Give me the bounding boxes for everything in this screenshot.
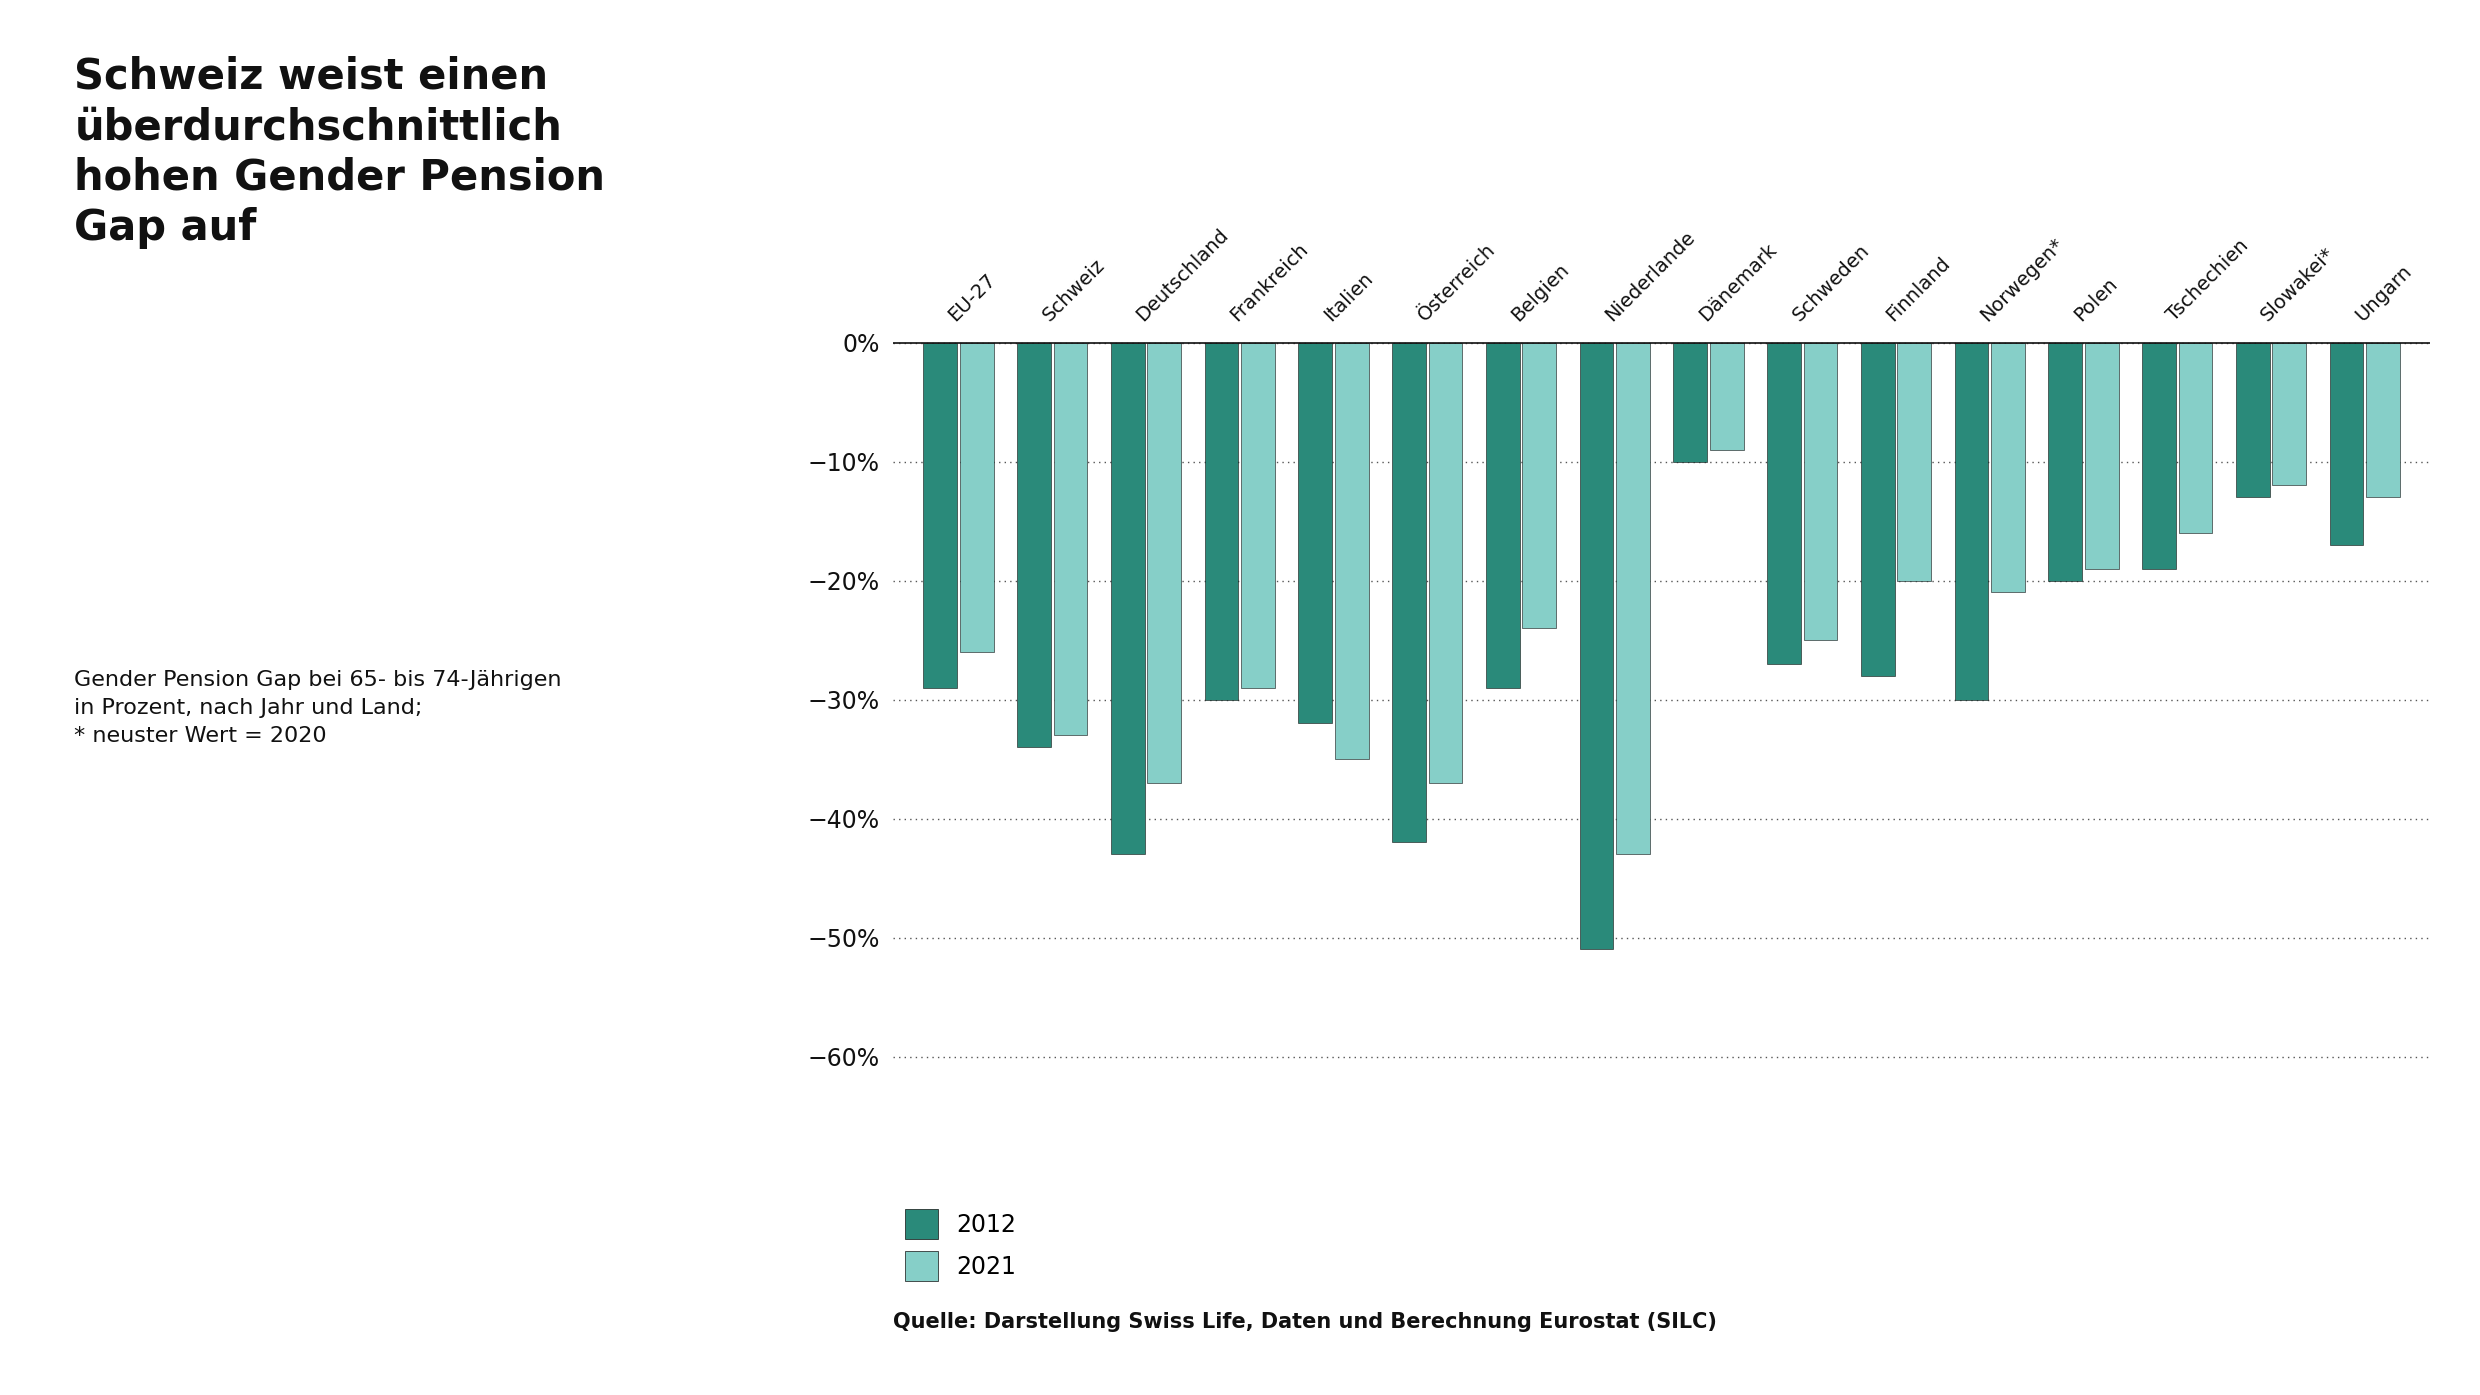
Bar bbox=[2048, 343, 2083, 580]
Bar bbox=[1486, 343, 1520, 688]
Bar bbox=[1334, 343, 1369, 759]
Bar bbox=[923, 343, 957, 688]
Bar bbox=[1617, 343, 1649, 854]
Bar bbox=[1111, 343, 1146, 854]
Bar bbox=[1148, 343, 1180, 783]
Bar bbox=[1523, 343, 1555, 628]
Text: Polen: Polen bbox=[2071, 273, 2120, 325]
Text: Schweiz: Schweiz bbox=[1039, 255, 1109, 325]
Bar bbox=[2086, 343, 2118, 569]
Text: Tschechien: Tschechien bbox=[2165, 236, 2252, 325]
Bar bbox=[2237, 343, 2269, 497]
Text: Österreich: Österreich bbox=[1414, 240, 1498, 325]
Text: Belgien: Belgien bbox=[1508, 259, 1572, 325]
Bar bbox=[2272, 343, 2306, 485]
Text: Ungarn: Ungarn bbox=[2351, 261, 2416, 325]
Bar bbox=[1897, 343, 1932, 580]
Bar bbox=[2177, 343, 2212, 533]
Bar bbox=[1391, 343, 1426, 843]
Bar bbox=[1674, 343, 1706, 462]
Text: EU-27: EU-27 bbox=[945, 271, 999, 325]
Bar bbox=[1017, 343, 1052, 748]
Bar bbox=[1954, 343, 1989, 699]
Text: Schweiz weist einen
überdurchschnittlich
hohen Gender Pension
Gap auf: Schweiz weist einen überdurchschnittlich… bbox=[74, 56, 605, 248]
Bar bbox=[1205, 343, 1238, 699]
Bar bbox=[960, 343, 994, 651]
Bar bbox=[1300, 343, 1332, 724]
Legend: 2012, 2021: 2012, 2021 bbox=[905, 1208, 1017, 1281]
Bar bbox=[2143, 343, 2175, 569]
Bar bbox=[1768, 343, 1800, 664]
Bar bbox=[1054, 343, 1086, 735]
Text: Frankreich: Frankreich bbox=[1225, 240, 1312, 325]
Bar bbox=[2366, 343, 2401, 497]
Text: Finnland: Finnland bbox=[1882, 254, 1954, 325]
Text: Niederlande: Niederlande bbox=[1602, 227, 1699, 325]
Bar bbox=[1803, 343, 1838, 640]
Bar bbox=[1580, 343, 1614, 950]
Bar bbox=[1428, 343, 1463, 783]
Text: Deutschland: Deutschland bbox=[1133, 225, 1233, 325]
Bar bbox=[1860, 343, 1895, 675]
Bar bbox=[1991, 343, 2024, 593]
Text: Slowakei*: Slowakei* bbox=[2257, 244, 2339, 325]
Text: Quelle: Darstellung Swiss Life, Daten und Berechnung Eurostat (SILC): Quelle: Darstellung Swiss Life, Daten un… bbox=[893, 1313, 1716, 1332]
Text: Dänemark: Dänemark bbox=[1694, 240, 1781, 325]
Bar bbox=[2329, 343, 2363, 545]
Bar bbox=[1240, 343, 1275, 688]
Text: Gender Pension Gap bei 65- bis 74-Jährigen
in Prozent, nach Jahr und Land;
* neu: Gender Pension Gap bei 65- bis 74-Jährig… bbox=[74, 670, 563, 745]
Text: Schweden: Schweden bbox=[1788, 240, 1872, 325]
Bar bbox=[1709, 343, 1743, 449]
Text: Norwegen*: Norwegen* bbox=[1977, 234, 2066, 325]
Text: Italien: Italien bbox=[1319, 269, 1376, 325]
